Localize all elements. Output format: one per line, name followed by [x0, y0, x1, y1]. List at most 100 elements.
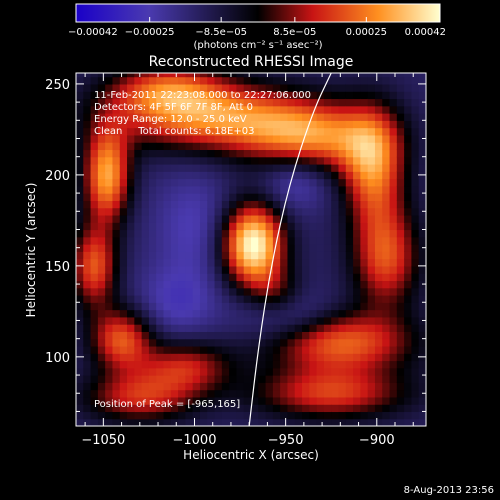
heatmap-cell [375, 229, 383, 237]
heatmap-cell [178, 171, 186, 179]
heatmap-cell [266, 142, 274, 150]
heatmap-cell [207, 251, 215, 259]
heatmap-cell [142, 331, 150, 339]
heatmap-cell [207, 77, 215, 85]
heatmap-cell [346, 360, 354, 368]
heatmap-cell [411, 113, 419, 121]
heatmap-cell [382, 411, 390, 419]
heatmap-cell [185, 237, 193, 245]
heatmap-cell [266, 382, 274, 390]
heatmap-cell [76, 128, 84, 136]
heatmap-cell [382, 397, 390, 405]
heatmap-cell [339, 135, 347, 143]
heatmap-cell [98, 324, 106, 332]
heatmap-cell [83, 368, 91, 376]
heatmap-cell [207, 200, 215, 208]
heatmap-cell [382, 84, 390, 92]
heatmap-cell [83, 142, 91, 150]
heatmap-cell [149, 259, 157, 267]
heatmap-cell [411, 339, 419, 347]
heatmap-cell [411, 397, 419, 405]
heatmap-cell [171, 382, 179, 390]
heatmap-cell [339, 128, 347, 136]
heatmap-cell [244, 208, 252, 216]
heatmap-cell [229, 208, 237, 216]
heatmap-cell [317, 244, 325, 252]
heatmap-cell [91, 353, 99, 361]
heatmap-cell [120, 368, 128, 376]
heatmap-cell [171, 353, 179, 361]
heatmap-cell [324, 251, 332, 259]
colorbar-tick-label: −0.00025 [125, 27, 175, 38]
heatmap-cell [309, 135, 317, 143]
heatmap-cell [397, 179, 405, 187]
heatmap-cell [382, 98, 390, 106]
heatmap-cell [83, 208, 91, 216]
heatmap-cell [302, 375, 310, 383]
heatmap-cell [171, 331, 179, 339]
heatmap-cell [295, 353, 303, 361]
heatmap-cell [266, 310, 274, 318]
heatmap-cell [360, 382, 368, 390]
heatmap-cell [397, 324, 405, 332]
heatmap-cell [397, 353, 405, 361]
heatmap-cell [149, 149, 157, 157]
heatmap-cell [185, 273, 193, 281]
heatmap-cell [127, 251, 135, 259]
heatmap-cell [390, 128, 398, 136]
heatmap-cell [382, 266, 390, 274]
heatmap-cell [229, 280, 237, 288]
heatmap-cell [317, 397, 325, 405]
heatmap-cell [346, 310, 354, 318]
heatmap-cell [142, 280, 150, 288]
heatmap-cell [127, 142, 135, 150]
heatmap-cell [156, 149, 164, 157]
heatmap-cell [397, 193, 405, 201]
heatmap-cell [236, 280, 244, 288]
heatmap-cell [98, 288, 106, 296]
heatmap-cell [317, 331, 325, 339]
heatmap-cell [317, 149, 325, 157]
heatmap-cell [266, 164, 274, 172]
heatmap-cell [339, 419, 347, 427]
heatmap-cell [331, 382, 339, 390]
heatmap-cell [222, 157, 230, 165]
heatmap-cell [171, 346, 179, 354]
heatmap-cell [324, 317, 332, 325]
heatmap-cell [164, 208, 172, 216]
heatmap-cell [368, 98, 376, 106]
heatmap-cell [331, 280, 339, 288]
heatmap-cell [368, 302, 376, 310]
heatmap-cell [120, 317, 128, 325]
heatmap-cell [164, 360, 172, 368]
heatmap-cell [266, 368, 274, 376]
heatmap-cell [280, 382, 288, 390]
heatmap-cell [236, 411, 244, 419]
heatmap-cell [142, 360, 150, 368]
heatmap-cell [98, 244, 106, 252]
heatmap-cell [331, 237, 339, 245]
heatmap-cell [266, 419, 274, 427]
heatmap-cell [149, 288, 157, 296]
heatmap-cell [411, 135, 419, 143]
heatmap-cell [390, 135, 398, 143]
heatmap-cell [178, 280, 186, 288]
heatmap-cell [215, 375, 223, 383]
heatmap-cell [91, 368, 99, 376]
heatmap-cell [244, 229, 252, 237]
heatmap-cell [134, 200, 142, 208]
heatmap-cell [164, 142, 172, 150]
heatmap-cell [215, 142, 223, 150]
heatmap-cell [302, 179, 310, 187]
heatmap-cell [295, 128, 303, 136]
heatmap-cell [171, 411, 179, 419]
heatmap-cell [200, 222, 208, 230]
heatmap-cell [287, 310, 295, 318]
heatmap-cell [339, 186, 347, 194]
heatmap-cell [382, 208, 390, 216]
heatmap-cell [164, 382, 172, 390]
heatmap-cell [112, 142, 120, 150]
heatmap-cell [331, 295, 339, 303]
heatmap-cell [215, 179, 223, 187]
heatmap-cell [112, 237, 120, 245]
